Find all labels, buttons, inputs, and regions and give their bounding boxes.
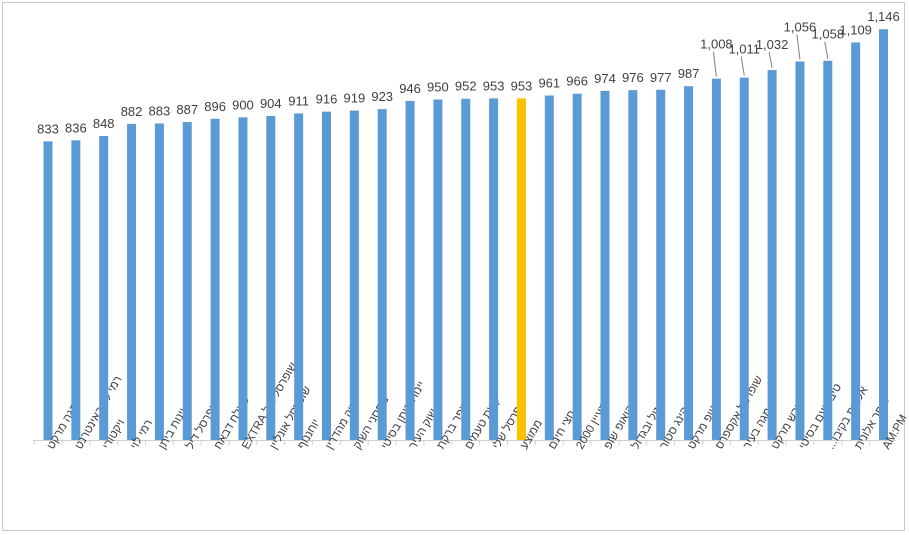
value-label: 961 bbox=[538, 76, 560, 91]
value-label: 1,056 bbox=[784, 19, 817, 34]
value-leader-line bbox=[824, 41, 829, 59]
bar bbox=[767, 70, 777, 441]
value-label: 900 bbox=[232, 97, 254, 112]
value-label: 1,058 bbox=[812, 27, 845, 42]
value-label: 1,146 bbox=[867, 9, 900, 24]
value-label: 974 bbox=[594, 71, 616, 86]
bar bbox=[71, 140, 81, 440]
bar bbox=[266, 115, 276, 441]
bar bbox=[795, 61, 805, 441]
value-label: 882 bbox=[121, 104, 143, 119]
bar bbox=[656, 89, 666, 441]
bar bbox=[433, 99, 443, 440]
value-label: 946 bbox=[399, 81, 421, 96]
value-label: 1,109 bbox=[839, 22, 872, 37]
bar bbox=[99, 136, 109, 441]
value-label: 1,008 bbox=[700, 37, 733, 52]
bar bbox=[405, 100, 415, 440]
value-label: 836 bbox=[65, 120, 87, 135]
value-leader-line bbox=[712, 51, 717, 77]
bar bbox=[349, 110, 359, 441]
bar bbox=[516, 98, 526, 441]
bar bbox=[294, 113, 304, 441]
bar bbox=[461, 98, 471, 440]
value-label: 916 bbox=[316, 92, 338, 107]
value-label: 919 bbox=[343, 91, 365, 106]
bar bbox=[600, 90, 610, 440]
bar bbox=[544, 95, 554, 441]
value-label: 883 bbox=[149, 103, 171, 118]
value-label: 953 bbox=[511, 78, 533, 93]
bar bbox=[851, 42, 861, 441]
value-label: 848 bbox=[93, 116, 115, 131]
value-label: 833 bbox=[37, 121, 59, 136]
value-label: 987 bbox=[678, 66, 700, 81]
value-label: 887 bbox=[176, 102, 198, 117]
bar bbox=[154, 123, 164, 440]
bar bbox=[684, 86, 694, 440]
value-label: 966 bbox=[566, 74, 588, 89]
bar bbox=[739, 77, 749, 440]
value-label: 953 bbox=[483, 78, 505, 93]
value-leader-line bbox=[768, 51, 773, 69]
bar bbox=[572, 93, 582, 440]
value-label: 904 bbox=[260, 96, 282, 111]
value-leader-line bbox=[796, 34, 801, 60]
bar bbox=[127, 123, 137, 440]
bar bbox=[377, 109, 387, 441]
value-label: 952 bbox=[455, 79, 477, 94]
value-label: 1,032 bbox=[756, 37, 789, 52]
value-leader-line bbox=[740, 56, 745, 76]
value-label: 950 bbox=[427, 79, 449, 94]
value-label: 976 bbox=[622, 70, 644, 85]
bar bbox=[879, 29, 888, 440]
bar bbox=[823, 60, 833, 441]
bar bbox=[182, 122, 192, 440]
bar bbox=[210, 118, 220, 441]
bar bbox=[238, 117, 248, 441]
bar bbox=[489, 98, 499, 441]
value-label: 911 bbox=[288, 93, 309, 108]
value-label: 1,011 bbox=[728, 42, 760, 57]
value-label: 977 bbox=[650, 70, 672, 85]
value-label: 896 bbox=[204, 99, 226, 114]
bar bbox=[628, 90, 638, 440]
value-label: 923 bbox=[371, 89, 393, 104]
bar bbox=[43, 141, 53, 440]
bar bbox=[711, 78, 721, 440]
bar bbox=[322, 111, 331, 440]
